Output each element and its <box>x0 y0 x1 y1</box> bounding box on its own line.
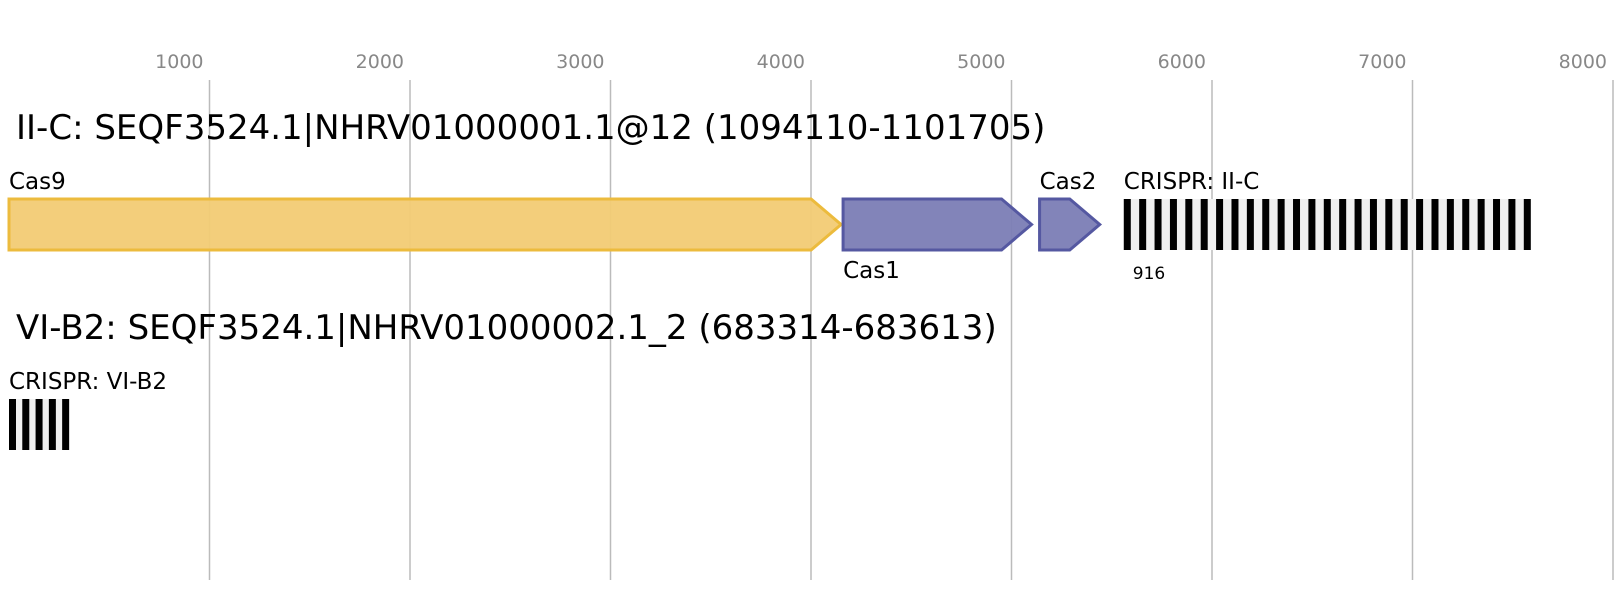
gene-label: Cas2 <box>1040 169 1097 195</box>
axis-tick-label: 7000 <box>1358 51 1406 73</box>
crispr-repeat <box>1385 199 1393 250</box>
axis-tick-label: 6000 <box>1158 51 1206 73</box>
crispr-repeat <box>1231 199 1239 250</box>
crispr-repeat <box>1339 199 1347 250</box>
crispr-repeat <box>1262 199 1270 250</box>
crispr-repeat <box>1308 199 1316 250</box>
crispr-repeat <box>1216 199 1224 250</box>
crispr-repeat <box>1293 199 1301 250</box>
axis-tick-label: 1000 <box>155 51 203 73</box>
axis-tick-label: 8000 <box>1559 51 1607 73</box>
crispr-repeat <box>1323 199 1331 250</box>
crispr-label: CRISPR: II-C <box>1124 169 1260 195</box>
gene-arrow-cas2 <box>1038 197 1103 252</box>
crispr-repeat <box>1169 199 1177 250</box>
axis-tick-label: 4000 <box>757 51 805 73</box>
crispr-label: CRISPR: VI-B2 <box>9 369 167 395</box>
axis-tick-label: 3000 <box>556 51 604 73</box>
crispr-repeat <box>62 399 70 450</box>
axis-tick-label: 2000 <box>356 51 404 73</box>
gene-arrow-cas9 <box>7 197 844 252</box>
crispr-repeat <box>1400 199 1408 250</box>
crispr-repeat <box>1369 199 1377 250</box>
axis-tick-label: 5000 <box>957 51 1005 73</box>
crispr-repeat <box>1246 199 1254 250</box>
crispr-repeat <box>9 399 16 450</box>
crispr-repeat <box>1277 199 1285 250</box>
crispr-repeat <box>1354 199 1362 250</box>
gene-label: Cas9 <box>9 169 66 195</box>
crispr-repeat <box>1523 199 1531 250</box>
crispr-repeat <box>35 399 43 450</box>
crispr-repeat <box>22 399 30 450</box>
crispr-repeat <box>1154 199 1162 250</box>
crispr-repeat <box>1446 199 1454 250</box>
crispr-repeat <box>1462 199 1470 250</box>
track-title: VI-B2: SEQF3524.1|NHRV01000002.1_2 (6833… <box>16 308 997 348</box>
track-title: II-C: SEQF3524.1|NHRV01000001.1@12 (1094… <box>16 108 1045 148</box>
crispr-repeat <box>1185 199 1193 250</box>
crispr-repeat <box>1431 199 1439 250</box>
crispr-repeat <box>1508 199 1516 250</box>
crispr-repeat <box>1139 199 1147 250</box>
crispr-repeat <box>1200 199 1208 250</box>
crispr-repeat <box>1493 199 1501 250</box>
crispr-spacer-count: 916 <box>1133 264 1165 284</box>
crispr-repeat <box>1123 199 1131 250</box>
gene-label: Cas1 <box>843 258 900 284</box>
crispr-repeat <box>48 399 56 450</box>
gene-arrow-cas1 <box>841 197 1034 252</box>
crispr-repeat <box>1416 199 1424 250</box>
crispr-repeat <box>1477 199 1485 250</box>
